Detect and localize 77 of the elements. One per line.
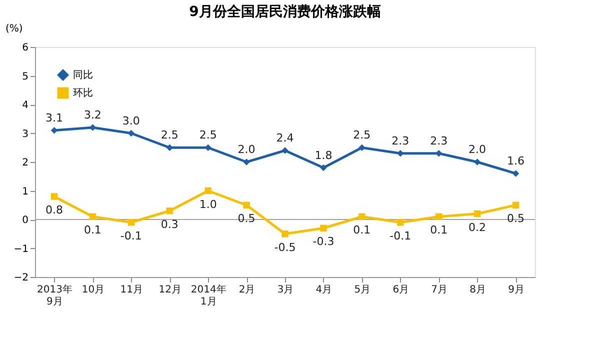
data-label: 0.1 bbox=[353, 224, 371, 237]
data-label: 3.0 bbox=[122, 114, 140, 128]
x-tick-label: 2014年 1月 bbox=[190, 284, 226, 308]
x-tick-label: 10月 bbox=[82, 284, 105, 296]
point bbox=[320, 224, 327, 232]
data-label: 2.5 bbox=[353, 128, 371, 142]
y-tick-label: 0 bbox=[22, 215, 28, 226]
point bbox=[320, 164, 327, 172]
point bbox=[204, 187, 212, 194]
point bbox=[89, 124, 96, 131]
point bbox=[204, 144, 212, 151]
legend-label: 同比 bbox=[73, 69, 93, 81]
x-tick-label: 2月 bbox=[238, 284, 256, 296]
data-label: 3.2 bbox=[84, 108, 102, 122]
point bbox=[50, 127, 58, 134]
data-label: 0.5 bbox=[238, 212, 256, 226]
data-label: 2.5 bbox=[160, 128, 178, 142]
point bbox=[128, 130, 135, 137]
data-label: 1.0 bbox=[199, 198, 217, 211]
point bbox=[474, 210, 481, 218]
point bbox=[397, 150, 404, 157]
y-axis-title: (%) bbox=[6, 24, 23, 34]
data-label: 0.5 bbox=[507, 212, 525, 226]
y-tick-label: −1 bbox=[14, 244, 28, 255]
point bbox=[282, 147, 288, 154]
data-label: -0.1 bbox=[390, 229, 412, 242]
chart-title: 9月份全国居民消费价格涨跌幅 bbox=[189, 4, 381, 20]
data-label: 2.5 bbox=[199, 128, 217, 142]
point bbox=[128, 219, 135, 226]
x-tick-label: 4月 bbox=[316, 284, 332, 296]
x-tick-label: 7月 bbox=[431, 284, 448, 296]
data-label: 1.6 bbox=[507, 154, 525, 168]
point bbox=[243, 202, 250, 208]
data-label: 0.8 bbox=[45, 204, 63, 216]
data-label: -0.1 bbox=[120, 229, 142, 242]
point bbox=[512, 170, 520, 177]
y-tick-label: 2 bbox=[22, 158, 28, 168]
data-label: 2.3 bbox=[392, 134, 410, 148]
point bbox=[50, 193, 58, 200]
x-tick-label: 8月 bbox=[470, 284, 486, 296]
x-tick-label: 11月 bbox=[120, 284, 144, 296]
y-tick-label: 5 bbox=[22, 71, 28, 82]
data-label: 0.1 bbox=[84, 224, 102, 237]
point bbox=[243, 158, 250, 166]
point bbox=[397, 219, 404, 226]
data-label: 0.2 bbox=[468, 220, 486, 234]
point bbox=[282, 230, 288, 238]
y-tick-label: 6 bbox=[22, 42, 28, 54]
point bbox=[166, 144, 173, 151]
point bbox=[89, 213, 96, 220]
x-tick-label: 5月 bbox=[354, 284, 371, 296]
data-label: 0.3 bbox=[160, 218, 178, 231]
point bbox=[435, 213, 442, 220]
data-label: 2.0 bbox=[468, 143, 486, 156]
y-tick-label: 1 bbox=[22, 186, 28, 198]
point bbox=[474, 158, 481, 166]
data-label: 2.0 bbox=[238, 143, 256, 156]
y-tick-label: 4 bbox=[22, 100, 28, 111]
x-tick-label: 2013年 9月 bbox=[37, 284, 72, 308]
data-label: -0.5 bbox=[274, 240, 296, 254]
point bbox=[166, 208, 173, 214]
point bbox=[512, 202, 520, 208]
legend-label: 环比 bbox=[73, 87, 93, 99]
x-tick-label: 3月 bbox=[277, 284, 294, 296]
data-label: 2.4 bbox=[276, 132, 294, 144]
point bbox=[358, 144, 366, 151]
y-tick-label: −2 bbox=[14, 272, 28, 284]
data-label: -0.3 bbox=[312, 235, 334, 248]
data-label: 0.1 bbox=[430, 224, 448, 237]
x-tick-label: 6月 bbox=[392, 284, 410, 296]
data-label: 1.8 bbox=[314, 148, 332, 162]
data-label: 2.3 bbox=[430, 134, 448, 148]
x-tick-label: 12月 bbox=[158, 284, 182, 296]
point bbox=[358, 213, 366, 220]
y-tick-label: 3 bbox=[22, 128, 28, 140]
x-tick-label: 9月 bbox=[508, 284, 524, 296]
data-label: 3.1 bbox=[45, 111, 63, 124]
